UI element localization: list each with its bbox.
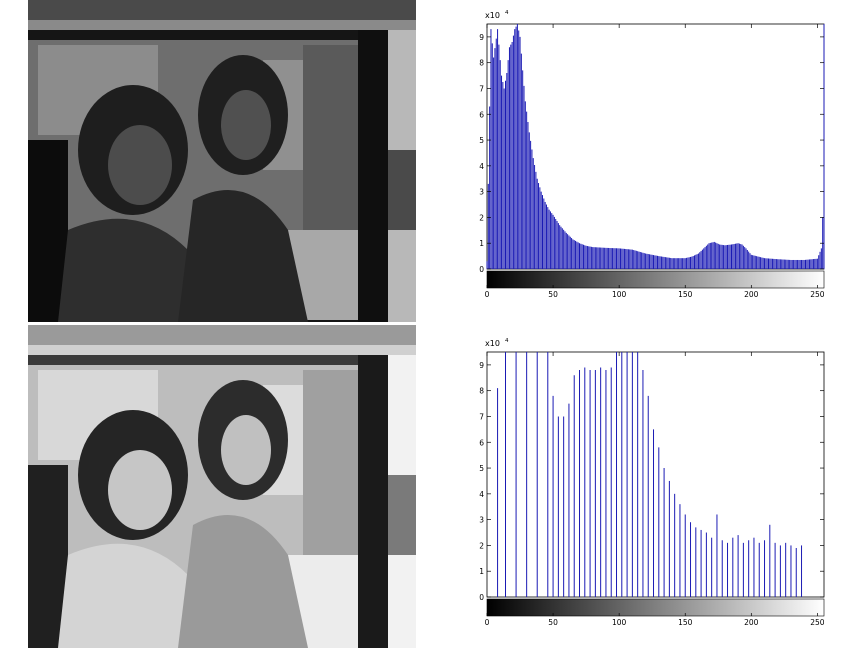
y-tick-label: 9 — [479, 33, 484, 42]
y-tick-label: 3 — [479, 188, 484, 197]
y-tick-label: 4 — [479, 490, 484, 499]
x-tick-label: 0 — [485, 290, 490, 298]
x-tick-label: 0 — [485, 618, 490, 626]
plot-frame — [486, 351, 825, 598]
y-tick-label: 6 — [479, 110, 484, 119]
y-tick-label: 3 — [479, 516, 484, 525]
y-tick-label: 5 — [479, 464, 484, 473]
y-tick-label: 4 — [479, 162, 484, 171]
x-tick-label: 50 — [548, 290, 558, 298]
y-tick-label: 8 — [479, 59, 484, 68]
x-tick-label: 200 — [744, 290, 759, 298]
y-tick-label: 6 — [479, 438, 484, 447]
histogram-equalized-chart: 0 1 2 3 4 5 6 7 8 9 x10 4 0 50 100 150 200 250 — [479, 338, 825, 626]
histogram-original-chart: 0 1 2 3 4 5 6 7 8 9 x10 4 0 50 100 150 200 250 — [479, 10, 825, 298]
plot-frame — [486, 23, 825, 270]
exponent-label: x10 — [485, 339, 500, 348]
y-tick-label: 8 — [479, 387, 484, 396]
x-tick-label: 250 — [810, 290, 825, 298]
x-tick-label: 150 — [678, 618, 693, 626]
y-tick-label: 1 — [479, 567, 484, 576]
exponent-label: x10 — [485, 11, 500, 20]
y-tick-label: 5 — [479, 136, 484, 145]
y-tick-label: 2 — [479, 213, 484, 222]
y-tick-label: 7 — [479, 412, 484, 421]
grayscale-bar — [486, 598, 825, 617]
photo-original — [28, 0, 416, 322]
photo-equalized — [28, 325, 416, 648]
y-tick-label: 0 — [479, 265, 484, 274]
grayscale-bar — [486, 270, 825, 289]
photo-original-image — [28, 0, 416, 322]
y-tick-label: 2 — [479, 541, 484, 550]
y-tick-label: 0 — [479, 593, 484, 602]
histogram-original: 0 1 2 3 4 5 6 7 8 9 x10 4 0 50 100 150 200 250 — [470, 6, 830, 298]
x-tick-label: 250 — [810, 618, 825, 626]
exponent-power: 4 — [505, 338, 509, 344]
y-tick-label: 9 — [479, 361, 484, 370]
photo-equalized-image — [28, 325, 416, 648]
y-tick-label: 7 — [479, 84, 484, 93]
exponent-power: 4 — [505, 10, 509, 16]
x-tick-label: 100 — [612, 618, 627, 626]
x-tick-label: 100 — [612, 290, 627, 298]
x-tick-label: 50 — [548, 618, 558, 626]
x-tick-label: 200 — [744, 618, 759, 626]
y-tick-label: 1 — [479, 239, 484, 248]
histogram-equalized: 0 1 2 3 4 5 6 7 8 9 x10 4 0 50 100 150 200 250 — [470, 334, 830, 626]
x-tick-label: 150 — [678, 290, 693, 298]
